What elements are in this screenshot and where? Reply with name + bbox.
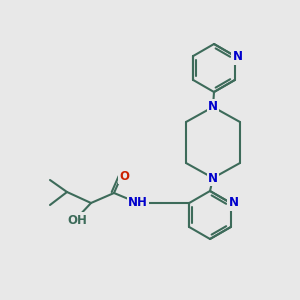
Text: N: N — [233, 50, 243, 64]
Text: OH: OH — [67, 214, 87, 226]
Text: O: O — [119, 169, 129, 182]
Text: N: N — [208, 100, 218, 113]
Text: N: N — [208, 172, 218, 184]
Text: N: N — [229, 196, 239, 209]
Text: NH: NH — [128, 196, 148, 209]
